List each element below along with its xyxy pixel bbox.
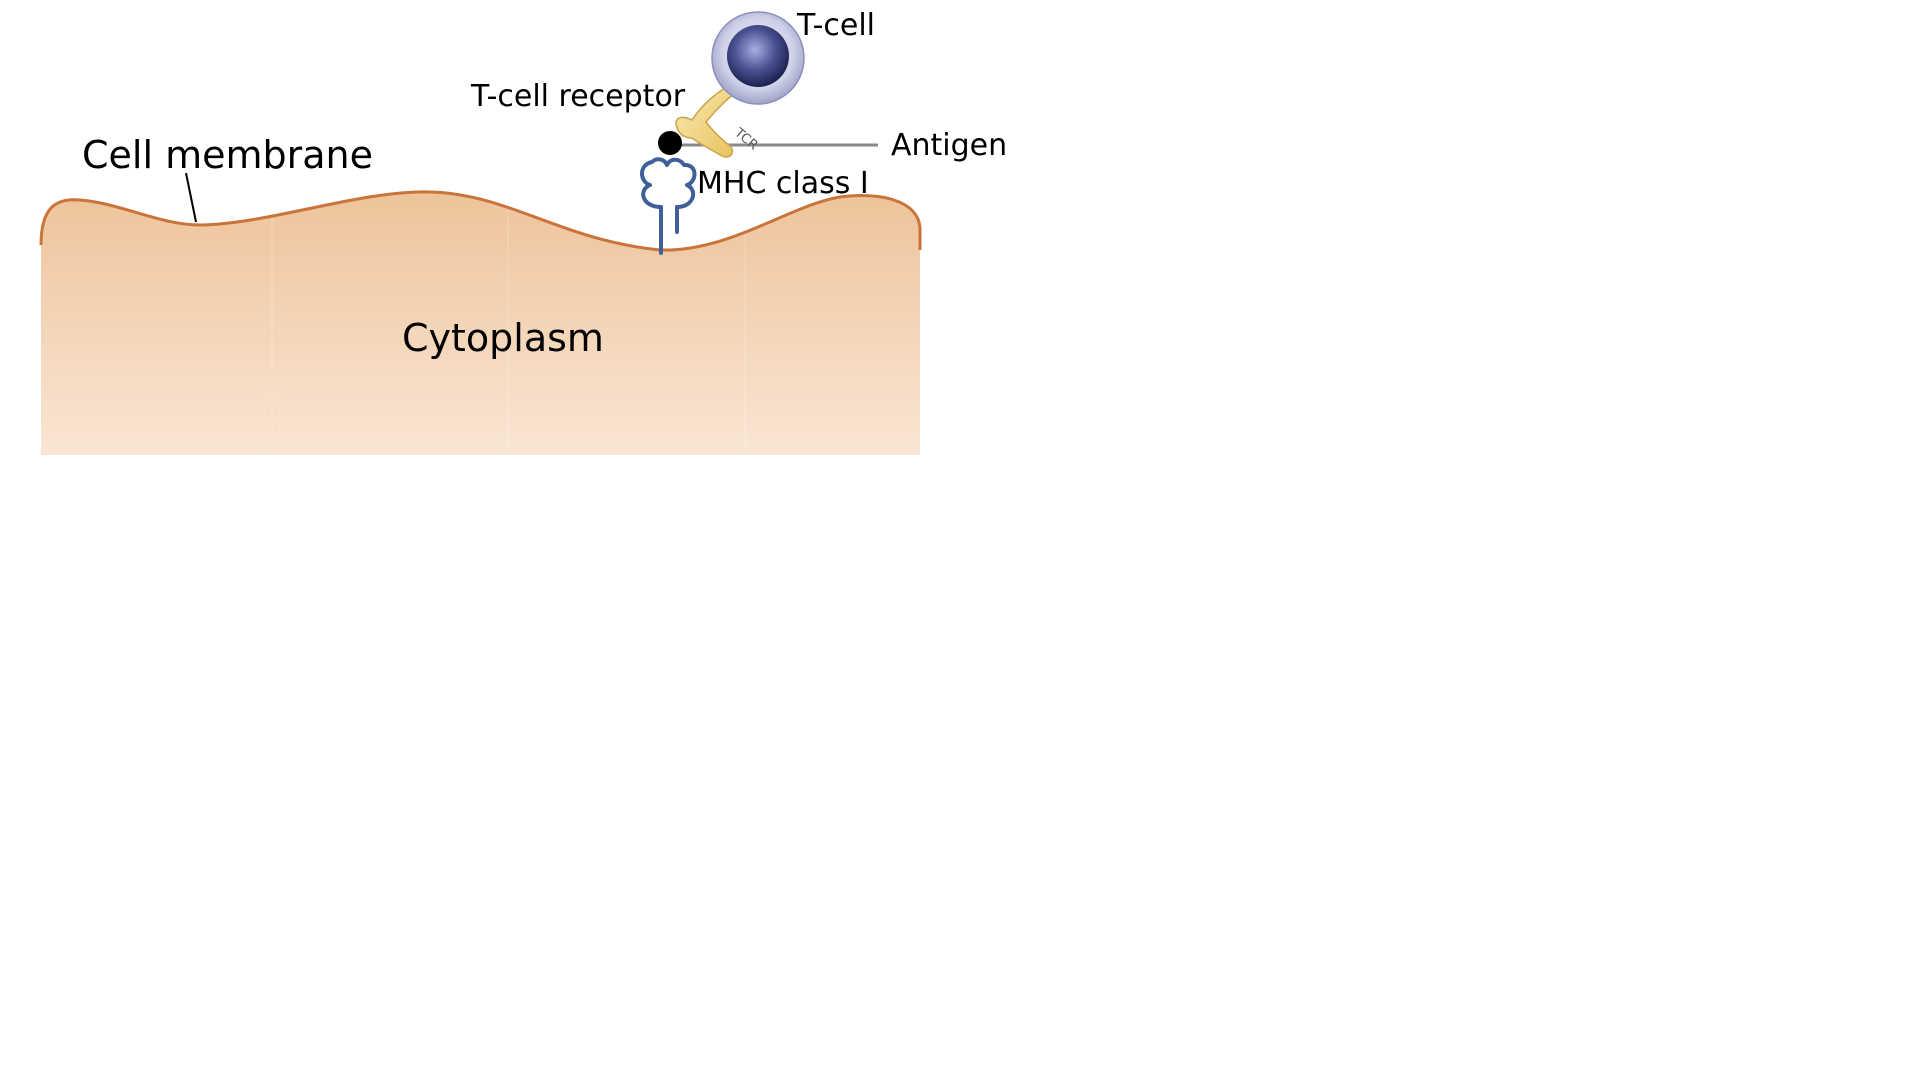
antigen-label: Antigen (891, 128, 1007, 163)
t-cell-receptor-label: T-cell receptor (470, 79, 686, 114)
t-cell (711, 11, 805, 105)
cell-membrane-label: Cell membrane (82, 133, 373, 177)
cell-membrane-pointer (185, 172, 197, 223)
mhc-class-i-molecule (640, 157, 697, 255)
cytoplasm-label: Cytoplasm (402, 316, 604, 360)
cytoplasm-region (41, 191, 920, 455)
cell-membrane-edge (39, 190, 922, 252)
cell (39, 190, 922, 455)
antigen-dot (658, 131, 682, 155)
t-cell-label: T-cell (796, 8, 875, 43)
tcr-tag: TCR (731, 125, 761, 153)
cytoplasm-seams (271, 205, 746, 455)
t-cell-nucleus (727, 25, 789, 87)
mhc-class-i-label: MHC class I (697, 166, 869, 201)
